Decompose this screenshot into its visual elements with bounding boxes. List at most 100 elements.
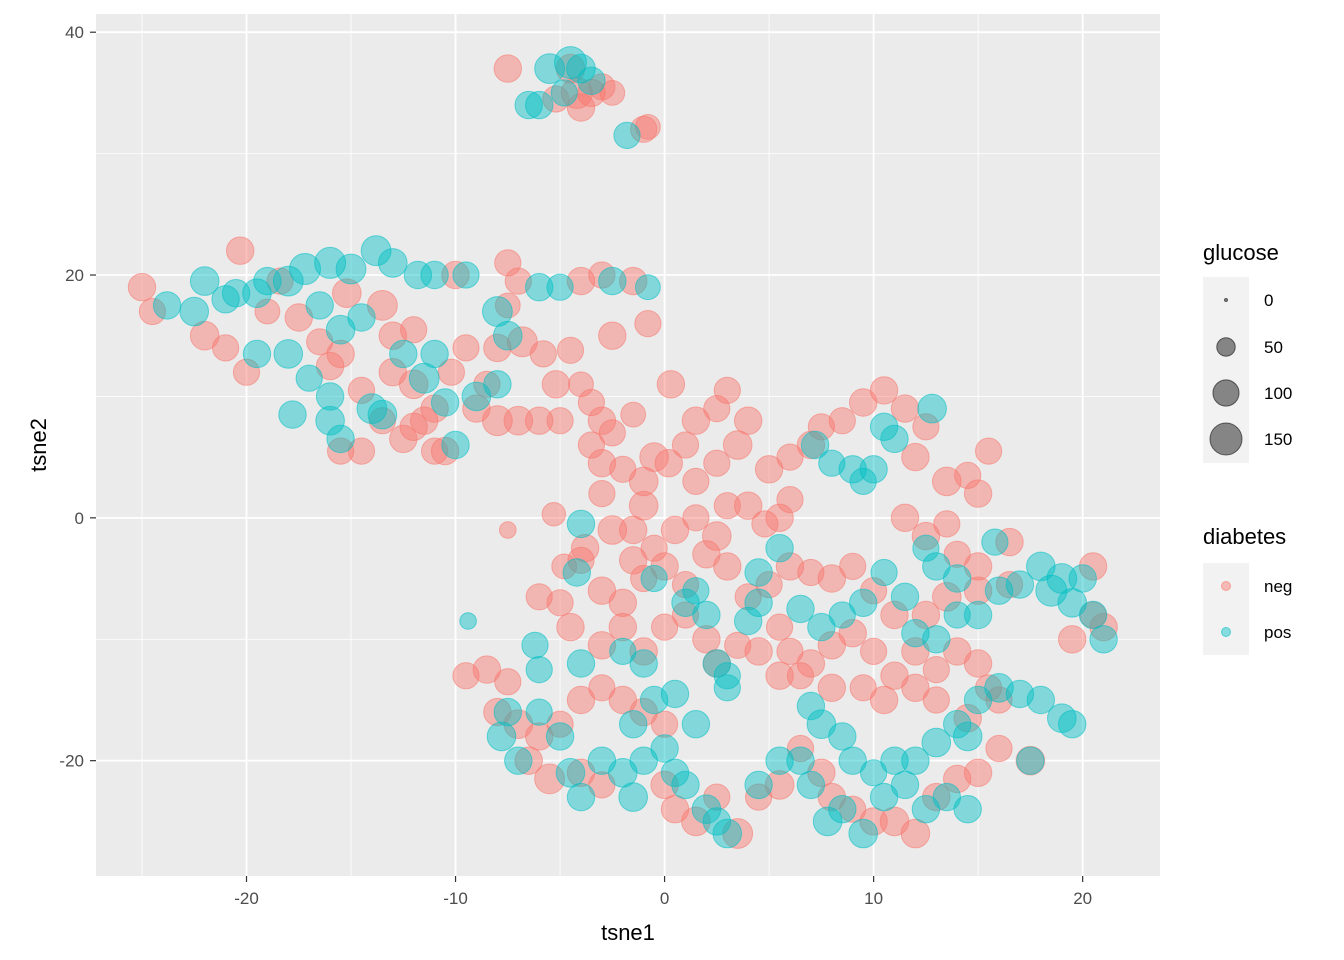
point-neg (932, 582, 962, 612)
point-pos (943, 601, 971, 629)
point-neg (441, 260, 470, 290)
point-neg (629, 697, 658, 727)
point-pos (796, 691, 826, 721)
point-pos (1026, 685, 1056, 715)
point-neg (901, 673, 930, 702)
point-neg (703, 395, 731, 423)
point-neg (807, 413, 836, 441)
point-neg (682, 504, 710, 532)
color-legend-keys: neg pos (1221, 577, 1292, 642)
point-neg (630, 564, 658, 593)
point-pos (566, 782, 596, 812)
point-neg (901, 442, 930, 472)
point-pos (744, 770, 773, 800)
point-pos (278, 400, 307, 429)
point-pos (765, 746, 794, 775)
x-tick-label: 10 (864, 889, 883, 908)
y-tick-label: -20 (59, 752, 84, 771)
point-neg (546, 589, 574, 617)
point-pos (702, 807, 731, 836)
point-pos (744, 558, 773, 587)
color-legend-key-pos (1221, 627, 1231, 637)
point-neg (482, 405, 513, 437)
point-neg (681, 806, 711, 837)
point-neg (912, 413, 940, 441)
point-neg (566, 266, 596, 296)
point-pos (619, 710, 648, 739)
point-pos (713, 662, 741, 690)
point-pos (420, 339, 449, 369)
point-neg (628, 490, 659, 521)
point-pos (562, 558, 591, 587)
point-neg (1058, 625, 1087, 654)
point-pos (691, 794, 722, 825)
point-neg (890, 394, 920, 423)
point-pos (566, 509, 596, 539)
point-pos (922, 552, 951, 581)
legend-diabetes-title: diabetes (1203, 524, 1286, 549)
point-pos (242, 339, 272, 369)
point-neg (452, 334, 480, 362)
point-neg (546, 407, 574, 435)
point-neg (817, 564, 846, 593)
point-neg (817, 673, 846, 702)
point-neg (421, 437, 449, 465)
point-neg (922, 656, 950, 684)
point-pos (635, 274, 661, 301)
point-neg (254, 298, 281, 325)
point-pos (702, 649, 731, 678)
size-legend-label: 150 (1264, 430, 1292, 449)
point-pos (315, 382, 345, 411)
x-axis-title: tsne1 (601, 920, 655, 945)
point-neg (703, 783, 731, 811)
point-pos (525, 698, 553, 726)
point-neg (640, 534, 668, 562)
y-tick-label: 40 (65, 23, 84, 42)
x-tick-label: -10 (443, 889, 468, 908)
point-pos (713, 674, 741, 702)
point-neg (849, 674, 877, 702)
x-tick-label: 20 (1073, 889, 1092, 908)
point-neg (911, 521, 941, 551)
point-pos (514, 90, 543, 120)
point-pos (963, 685, 993, 715)
point-pos (525, 273, 554, 302)
point-pos (800, 430, 830, 460)
size-legend-label: 50 (1264, 338, 1283, 357)
point-pos (869, 412, 899, 441)
point-neg (410, 406, 439, 435)
point-pos (326, 424, 355, 454)
point-pos (921, 727, 952, 758)
point-neg (650, 770, 679, 800)
y-axis-title: tsne2 (26, 418, 51, 472)
legend-glucose-title: glucose (1203, 240, 1279, 265)
point-neg (963, 649, 993, 678)
point-neg (347, 376, 376, 404)
point-pos (272, 265, 304, 297)
point-neg (546, 710, 574, 738)
point-pos (452, 261, 480, 289)
point-pos (671, 770, 700, 800)
y-tick-label: 0 (75, 509, 84, 528)
point-pos (152, 291, 182, 320)
point-neg (890, 503, 920, 532)
point-pos (314, 246, 347, 279)
legend-glucose: glucose 0 50 100 150 (1203, 240, 1292, 463)
color-legend-key-neg (1221, 581, 1231, 591)
point-neg (493, 54, 522, 83)
point-pos (1068, 564, 1097, 593)
point-neg (635, 114, 661, 140)
point-pos (1089, 625, 1118, 654)
point-neg (472, 655, 502, 684)
point-neg (722, 430, 753, 460)
point-pos (598, 266, 627, 296)
point-pos (566, 649, 596, 678)
point-neg (597, 515, 628, 545)
point-pos (555, 758, 586, 788)
point-pos (1078, 600, 1108, 630)
point-pos (828, 795, 857, 824)
point-neg (692, 540, 721, 569)
point-neg (650, 552, 679, 581)
point-pos (660, 679, 690, 709)
